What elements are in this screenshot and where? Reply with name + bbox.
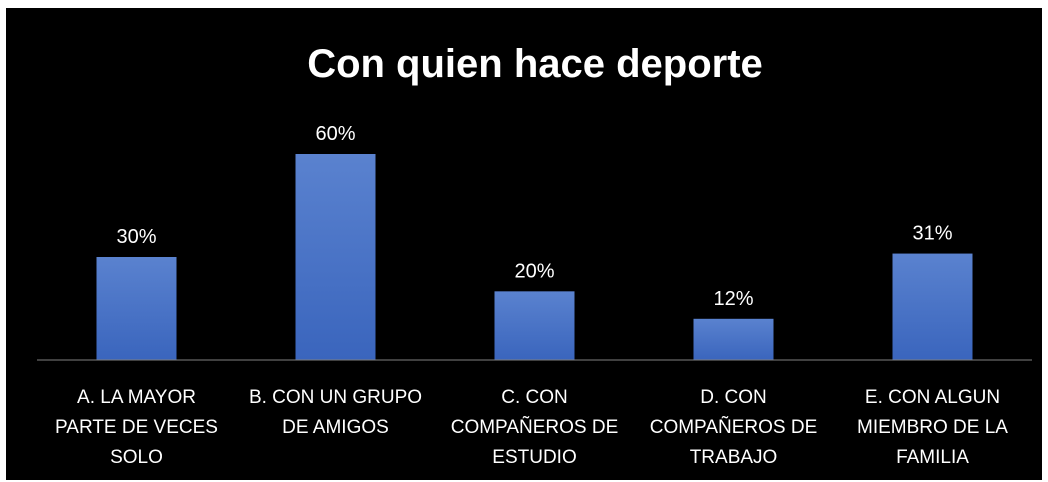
labels-layer: 30% 60% 20% 12% 31%	[116, 123, 952, 310]
tick-label-1-line-2: PARTE DE VECES	[55, 417, 218, 438]
tick-label-1: A. LA MAYOR PARTE DE VECES SOLO	[55, 387, 218, 468]
tick-label-5-line-2: MIEMBRO DE LA	[857, 417, 1008, 438]
bar-5	[892, 253, 973, 360]
tick-label-2-line-2: DE AMIGOS	[282, 417, 389, 438]
tick-label-4: D. CON COMPAÑEROS DE TRABAJO	[650, 387, 818, 468]
data-label-1: 30%	[116, 226, 156, 248]
tick-label-5-line-1: E. CON ALGUN	[865, 387, 1000, 408]
tick-label-4-line-1: D. CON	[700, 387, 767, 408]
chart-frame	[6, 8, 1042, 480]
tick-label-3-line-2: COMPAÑEROS DE	[451, 416, 619, 438]
data-label-3: 20%	[514, 260, 554, 282]
tick-label-3-line-1: C. CON	[501, 387, 568, 408]
tick-labels-layer: A. LA MAYOR PARTE DE VECES SOLO B. CON UN G…	[55, 387, 1008, 468]
bar-3	[494, 291, 575, 360]
tick-label-4-line-2: COMPAÑEROS DE	[650, 416, 818, 438]
tick-label-2-line-1: B. CON UN GRUPO	[249, 387, 422, 408]
tick-label-5: E. CON ALGUN MIEMBRO DE LA FAMILIA	[857, 387, 1008, 468]
bar-1	[96, 257, 177, 360]
data-label-4: 12%	[713, 288, 753, 310]
tick-label-1-line-3: SOLO	[110, 447, 163, 468]
tick-label-4-line-3: TRABAJO	[690, 447, 778, 468]
data-label-2: 60%	[315, 123, 355, 145]
tick-label-3: C. CON COMPAÑEROS DE ESTUDIO	[451, 387, 619, 468]
tick-label-2: B. CON UN GRUPO DE AMIGOS	[249, 387, 422, 438]
bar-4	[693, 318, 774, 360]
chart-title: Con quien hace deporte	[307, 42, 763, 86]
bars-layer	[96, 154, 973, 360]
data-label-5: 31%	[912, 223, 952, 245]
bar-2	[295, 154, 376, 360]
tick-label-3-line-3: ESTUDIO	[492, 447, 576, 468]
tick-label-5-line-3: FAMILIA	[896, 447, 969, 468]
tick-label-1-line-1: A. LA MAYOR	[77, 387, 196, 408]
